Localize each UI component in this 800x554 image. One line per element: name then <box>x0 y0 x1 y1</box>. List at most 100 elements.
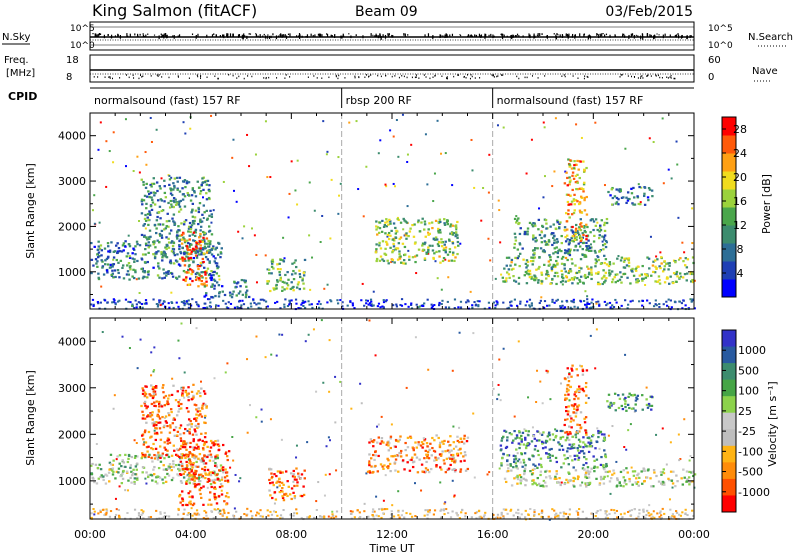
range-gate-cell <box>150 208 154 212</box>
range-gate-cell <box>668 261 671 265</box>
range-gate-cell <box>564 457 567 461</box>
range-gate-cell <box>202 252 206 255</box>
range-gate-cell <box>117 271 120 275</box>
range-gate-cell <box>256 511 259 514</box>
range-gate-cell <box>190 273 193 276</box>
range-gate-cell <box>136 517 139 520</box>
range-gate-cell <box>619 271 622 274</box>
range-gate-cell <box>640 273 643 276</box>
range-gate-cell <box>131 304 134 307</box>
range-gate-cell <box>571 174 574 177</box>
range-gate-cell <box>615 201 619 204</box>
range-gate-cell <box>568 443 571 446</box>
range-gate-cell <box>608 271 611 275</box>
range-gate-cell <box>129 476 132 480</box>
range-gate-cell <box>441 440 444 443</box>
range-gate-cell <box>327 515 330 518</box>
range-gate-cell <box>105 508 108 511</box>
range-gate-cell <box>301 299 305 302</box>
range-gate-cell <box>278 273 282 276</box>
range-gate-cell <box>99 468 103 471</box>
range-gate-cell <box>473 476 476 479</box>
range-gate-cell <box>205 209 208 212</box>
range-gate-cell <box>646 509 649 512</box>
range-gate-cell <box>164 196 168 199</box>
range-gate-cell <box>588 302 591 305</box>
range-gate-cell <box>605 263 609 266</box>
range-gate-cell <box>422 305 425 308</box>
range-gate-cell <box>573 458 577 461</box>
range-gate-cell <box>420 304 423 307</box>
range-gate-cell <box>583 224 586 228</box>
range-gate-cell <box>156 458 160 461</box>
range-gate-cell <box>270 265 274 268</box>
range-gate-cell <box>100 249 104 252</box>
range-gate-cell <box>391 249 395 253</box>
range-gate-cell <box>569 248 572 251</box>
range-gate-cell <box>259 509 262 512</box>
range-gate-cell <box>440 453 443 456</box>
range-gate-cell <box>213 492 216 496</box>
range-gate-cell <box>98 463 101 466</box>
range-gate-cell <box>168 441 172 444</box>
range-gate-cell <box>160 454 164 457</box>
nave-mark <box>633 76 635 78</box>
range-gate-cell <box>122 469 125 473</box>
range-gate-cell <box>186 252 189 255</box>
range-gate-cell <box>143 302 146 305</box>
range-gate-cell <box>540 511 543 514</box>
range-gate-cell <box>532 277 536 280</box>
range-gate-cell <box>494 277 497 280</box>
range-gate-cell <box>114 477 117 480</box>
range-gate-cell <box>567 279 570 282</box>
range-gate-cell <box>537 218 541 222</box>
range-gate-cell <box>158 400 161 404</box>
range-gate-cell <box>111 265 114 268</box>
range-gate-cell <box>446 223 450 226</box>
range-gate-cell <box>525 272 529 275</box>
range-gate-cell <box>204 294 208 297</box>
range-gate-cell <box>189 199 193 202</box>
range-gate-cell <box>199 459 202 462</box>
range-gate-cell <box>516 460 520 463</box>
range-gate-cell <box>683 476 686 479</box>
range-gate-cell <box>120 482 124 485</box>
range-gate-cell <box>304 300 307 303</box>
range-gate-cell <box>179 252 183 255</box>
range-gate-cell <box>514 455 517 458</box>
range-gate-cell <box>357 188 360 191</box>
range-gate-cell <box>187 271 190 274</box>
range-gate-cell <box>452 441 455 444</box>
range-gate-cell <box>246 358 249 361</box>
range-gate-cell <box>630 192 634 195</box>
range-gate-cell <box>428 232 431 235</box>
range-gate-cell <box>372 508 375 511</box>
range-gate-cell <box>125 273 129 276</box>
range-gate-cell <box>174 399 178 402</box>
noise-mark <box>238 34 241 37</box>
range-gate-cell <box>636 281 639 284</box>
range-gate-cell <box>186 468 189 471</box>
range-gate-cell <box>149 415 152 418</box>
range-gate-cell <box>408 230 412 233</box>
range-gate-cell <box>153 223 157 227</box>
range-gate-cell <box>295 512 299 515</box>
noise-mark <box>97 33 99 37</box>
range-gate-cell <box>368 319 371 322</box>
range-gate-cell <box>596 517 599 520</box>
range-gate-cell <box>210 248 213 251</box>
range-gate-cell <box>431 446 434 450</box>
range-gate-cell <box>232 516 236 519</box>
range-gate-cell <box>380 437 384 440</box>
range-gate-cell <box>428 509 431 512</box>
range-gate-cell <box>415 254 419 257</box>
range-gate-cell <box>435 434 438 437</box>
range-gate-cell <box>176 202 179 205</box>
range-gate-cell <box>153 257 157 260</box>
range-gate-cell <box>135 462 139 465</box>
range-gate-cell <box>426 468 430 472</box>
range-gate-cell <box>175 301 178 304</box>
range-gate-cell <box>457 306 460 309</box>
range-gate-cell <box>678 459 681 462</box>
range-gate-cell <box>399 435 402 438</box>
